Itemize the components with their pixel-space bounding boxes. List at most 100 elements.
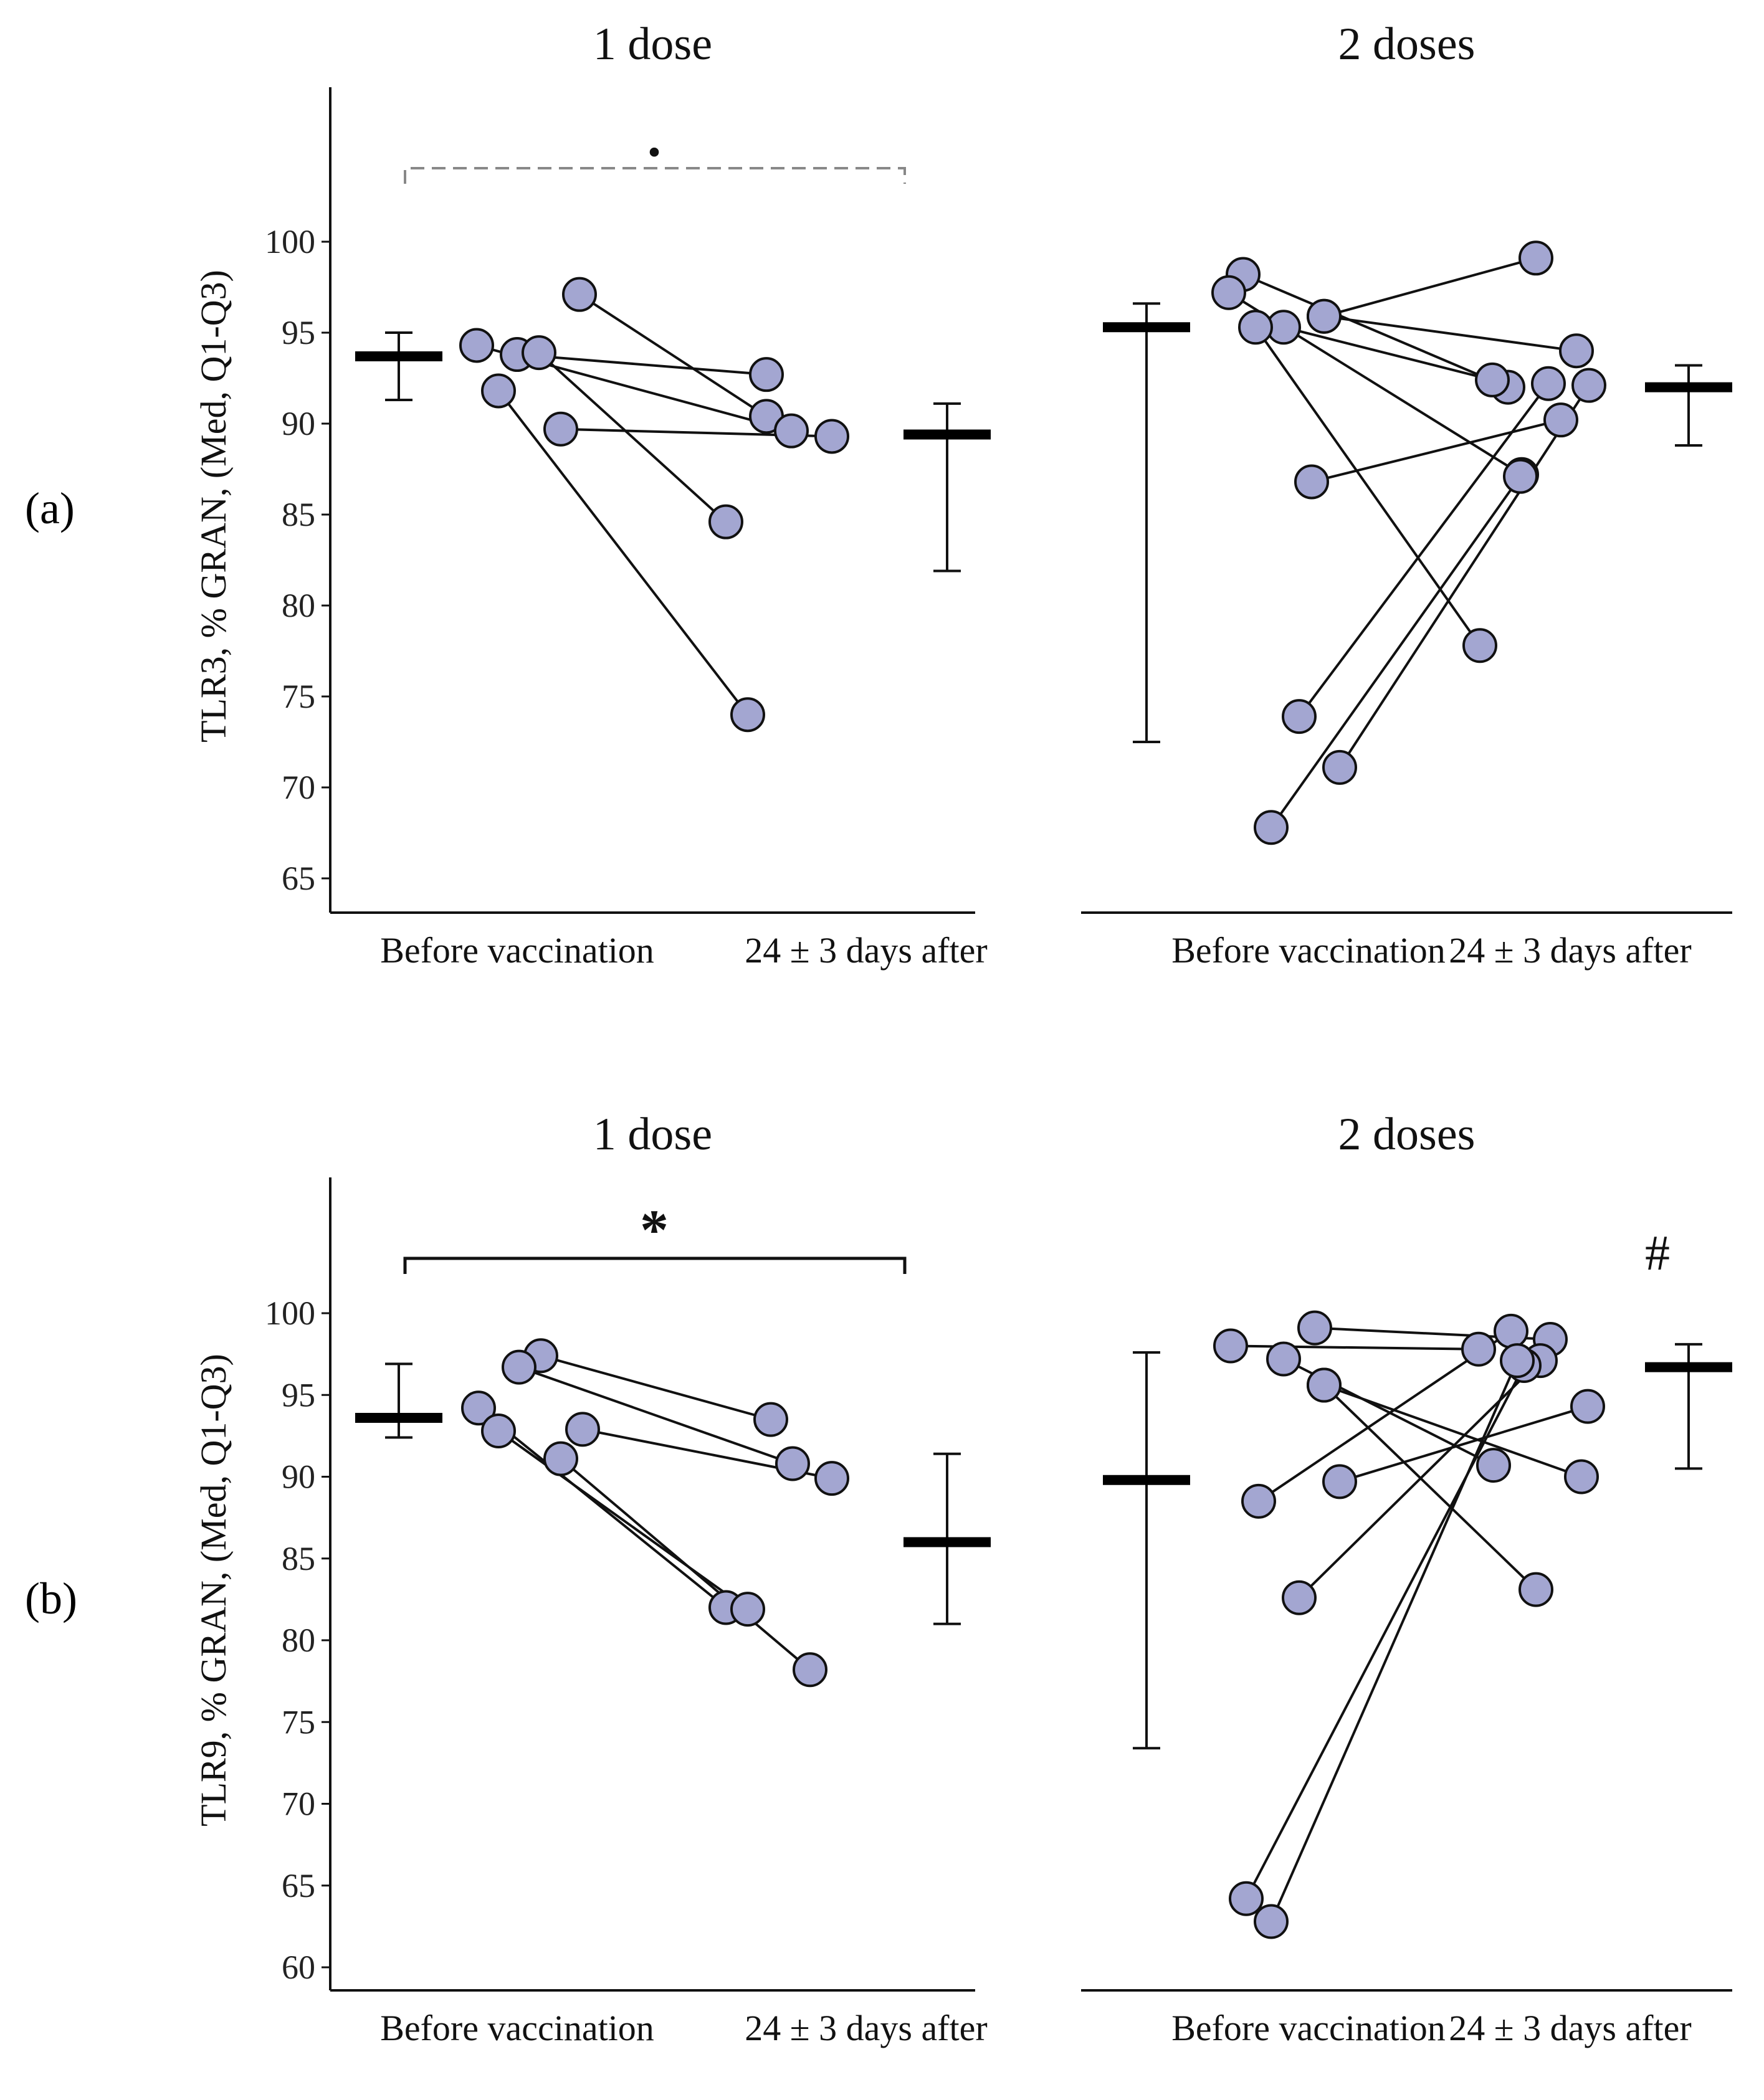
point-after xyxy=(1494,1313,1528,1349)
x-category-label: 24 ± 3 days after xyxy=(745,2008,987,2048)
significance-label: . xyxy=(647,107,662,168)
facet-title: 1 dose xyxy=(593,1109,712,1160)
point-after xyxy=(1564,1459,1599,1494)
pair-line xyxy=(497,390,749,716)
x-category-label: 24 ± 3 days after xyxy=(1449,2008,1691,2048)
y-tick-label: 90 xyxy=(282,1458,315,1496)
y-tick-label: 60 xyxy=(282,1949,315,1986)
y-axis-label: TLR3, % GRAN, (Med, Q1-Q3) xyxy=(193,270,234,743)
y-tick-label: 100 xyxy=(265,223,315,260)
point-after xyxy=(814,1461,849,1496)
point-before xyxy=(1282,699,1317,734)
pair-line xyxy=(1323,257,1537,318)
y-tick-label: 80 xyxy=(282,1622,315,1659)
pair-line xyxy=(1270,475,1522,829)
point-after xyxy=(1531,366,1566,401)
x-category-label: Before vaccination xyxy=(380,2008,654,2048)
point-before xyxy=(1294,464,1329,500)
point-before xyxy=(543,1441,578,1476)
pair-line xyxy=(1245,1365,1525,1899)
y-tick-label: 100 xyxy=(265,1295,315,1332)
point-after xyxy=(1500,1343,1535,1379)
x-category-label: Before vaccination xyxy=(1171,2008,1446,2048)
chart-1: 1 dose 65 70 75 80 85 90 95 100 TLR3, % GRAN, (Me… xyxy=(193,19,991,971)
point-before xyxy=(565,1412,600,1447)
point-before xyxy=(543,411,578,447)
pair-line xyxy=(1339,1405,1588,1483)
pair-line xyxy=(1298,382,1550,718)
significance-label: * xyxy=(640,1198,669,1261)
panel-label-a: (a) xyxy=(25,483,75,533)
point-after xyxy=(753,1402,788,1437)
point-before xyxy=(1211,275,1246,310)
y-tick-label: 95 xyxy=(282,314,315,351)
point-before xyxy=(1238,310,1273,345)
pair-line xyxy=(1323,1384,1582,1478)
y-tick-label: 65 xyxy=(282,860,315,897)
x-category-label: Before vaccination xyxy=(380,930,654,971)
pair-line xyxy=(1283,326,1493,381)
point-after xyxy=(793,1652,827,1688)
point-after xyxy=(1503,458,1538,494)
y-tick-label: 90 xyxy=(282,405,315,442)
facet-title: 1 dose xyxy=(593,19,712,70)
point-after xyxy=(1518,240,1553,276)
point-before xyxy=(1307,298,1342,334)
y-axis-label: TLR9, % GRAN, (Med, Q1-Q3) xyxy=(193,1354,234,1827)
point-before xyxy=(502,1349,536,1385)
point-before xyxy=(1254,810,1289,845)
y-tick-label: 80 xyxy=(282,587,315,624)
pair-line xyxy=(477,1407,727,1609)
significance-bracket xyxy=(403,1257,907,1274)
pair-line xyxy=(1270,1360,1518,1922)
y-tick-label: 95 xyxy=(282,1376,315,1413)
point-after xyxy=(1571,368,1606,403)
point-after xyxy=(1570,1389,1605,1424)
pair-line xyxy=(1254,326,1481,647)
point-before xyxy=(1322,749,1357,785)
pair-line xyxy=(578,293,768,417)
point-before xyxy=(1254,1904,1289,1939)
y-tick-label: 75 xyxy=(282,678,315,715)
pair-line xyxy=(518,1366,793,1465)
point-after xyxy=(1559,333,1594,369)
pair-line xyxy=(538,351,727,523)
y-tick-label: 85 xyxy=(282,1540,315,1577)
point-after xyxy=(1461,1331,1496,1367)
x-category-label: 24 ± 3 days after xyxy=(745,930,987,971)
point-before xyxy=(1297,1310,1332,1346)
point-after xyxy=(1475,362,1510,397)
point-before xyxy=(1213,1328,1248,1364)
pair-line xyxy=(497,1430,749,1610)
significance-bracket xyxy=(404,167,906,184)
point-before xyxy=(522,335,556,371)
pair-line xyxy=(560,1458,811,1671)
pair-line xyxy=(1323,1384,1537,1591)
point-before xyxy=(1229,1881,1264,1916)
pair-line xyxy=(540,1354,771,1421)
annotation-label: # xyxy=(1645,1226,1670,1281)
point-before xyxy=(461,1390,496,1426)
point-after xyxy=(1476,1448,1511,1483)
point-after xyxy=(1462,628,1497,663)
pair-line xyxy=(1323,315,1577,353)
facet-title: 2 doses xyxy=(1338,1109,1476,1160)
y-tick-label: 85 xyxy=(282,496,315,533)
point-before xyxy=(481,1413,516,1448)
point-before xyxy=(1307,1367,1342,1403)
x-category-label: 24 ± 3 days after xyxy=(1449,930,1691,971)
point-after xyxy=(814,419,849,454)
point-after xyxy=(730,1592,765,1627)
chart-4: 2 doses Before vaccination 24 ± 3 days aft… xyxy=(1081,1109,1732,2048)
point-after xyxy=(1518,1572,1553,1607)
y-tick-label: 65 xyxy=(282,1867,315,1904)
point-after xyxy=(1543,402,1578,438)
point-after xyxy=(775,1446,810,1481)
chart-2: 2 doses Before vaccination 24 ± 3 days aft… xyxy=(1081,19,1732,971)
point-before xyxy=(1282,1580,1317,1615)
y-tick-label: 70 xyxy=(282,769,315,806)
point-after xyxy=(730,697,765,733)
point-after xyxy=(708,504,743,539)
